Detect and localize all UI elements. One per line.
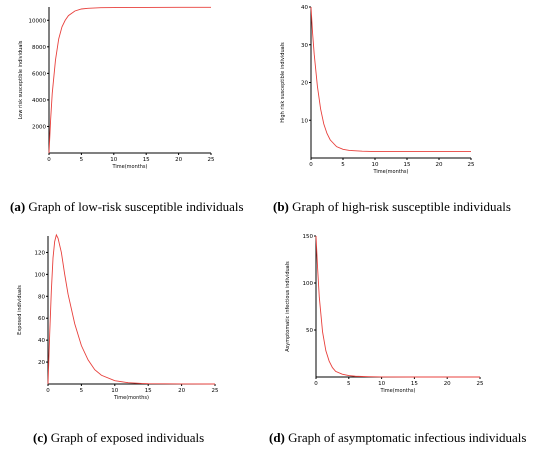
chart-c: 0 5 10 15 20 25 20 40 60 80 100 120 Time(months) Expo… — [17, 235, 219, 401]
chart-c-y-label: Exposed individuals — [17, 285, 23, 335]
chart-c-x-tick-label: 20 — [178, 388, 185, 394]
chart-d-y-tick-label: 150 — [303, 234, 314, 240]
chart-b-x-tick-label: 5 — [341, 162, 345, 168]
caption-b: (b) Graph of high-risk susceptible indiv… — [273, 199, 511, 215]
chart-d-x-tick-label: 5 — [347, 381, 351, 387]
chart-c-x-label: Time(months) — [113, 395, 149, 401]
chart-a-x-tick-label: 0 — [47, 157, 51, 163]
chart-c-x-tick-label: 25 — [212, 388, 219, 394]
caption-d-text: Graph of asymptomatic infectious individ… — [288, 430, 526, 445]
chart-b-y-tick-label: 10 — [301, 118, 308, 124]
caption-a-text: Graph of low-risk susceptible individual… — [28, 199, 243, 214]
chart-a-x-tick-label: 5 — [80, 157, 84, 163]
chart-d-y-tick-label: 50 — [306, 328, 313, 334]
chart-d-x-tick-label: 20 — [444, 381, 451, 387]
chart-c-x-tick-label: 10 — [111, 388, 118, 394]
chart-a-x-tick-label: 15 — [143, 157, 150, 163]
chart-b-y-tick-label: 30 — [301, 43, 308, 49]
chart-a-series-line — [49, 7, 211, 153]
chart-d: 0 5 10 15 20 25 50 100 150 Time(months) Asymptomat… — [285, 234, 484, 394]
caption-a-letter: (a) — [10, 199, 25, 214]
chart-c-y-tick-label: 60 — [38, 316, 45, 322]
chart-a-y-label: Low risk susceptible individuals — [18, 40, 24, 119]
chart-b-series-line — [311, 7, 471, 152]
caption-d-letter: (d) — [269, 430, 285, 445]
chart-b-x-tick-label: 15 — [404, 162, 411, 168]
chart-b-x-tick-label: 20 — [436, 162, 443, 168]
chart-b: 0 5 10 15 20 25 10 20 30 40 Time(months) High risk … — [280, 5, 475, 175]
chart-a-x-label: Time(months) — [112, 164, 148, 170]
chart-a-y-tick-label: 8000 — [32, 45, 46, 51]
chart-c-y-tick-label: 40 — [38, 338, 45, 344]
chart-a-x-tick-label: 20 — [175, 157, 182, 163]
chart-c-x-tick-label: 0 — [46, 388, 50, 394]
caption-b-text: Graph of high-risk susceptible individua… — [292, 199, 511, 214]
chart-a-y-tick-label: 4000 — [32, 98, 46, 104]
chart-d-x-label: Time(months) — [380, 388, 416, 394]
caption-d: (d) Graph of asymptomatic infectious ind… — [269, 430, 526, 446]
chart-d-x-tick-label: 15 — [411, 381, 418, 387]
chart-b-y-label: High risk susceptible individuals — [280, 42, 286, 123]
chart-c-x-tick-label: 5 — [80, 388, 84, 394]
chart-c-x-tick-label: 15 — [145, 388, 152, 394]
chart-a-y-tick-label: 10000 — [29, 18, 47, 24]
caption-c-text: Graph of exposed individuals — [51, 430, 204, 445]
chart-a-x-tick-label: 10 — [110, 157, 117, 163]
caption-c: (c) Graph of exposed individuals — [33, 430, 204, 446]
chart-d-x-tick-label: 0 — [314, 381, 318, 387]
chart-c-y-tick-label: 100 — [35, 272, 46, 278]
chart-c-y-tick-label: 20 — [38, 360, 45, 366]
chart-a-y-tick-label: 2000 — [32, 124, 46, 130]
chart-d-y-tick-label: 100 — [303, 281, 314, 287]
caption-c-letter: (c) — [33, 430, 47, 445]
chart-a-x-tick-label: 25 — [208, 157, 215, 163]
chart-b-x-tick-label: 25 — [468, 162, 475, 168]
chart-d-x-tick-label: 25 — [477, 381, 484, 387]
caption-b-letter: (b) — [273, 199, 289, 214]
chart-b-y-tick-label: 20 — [301, 81, 308, 87]
chart-b-y-tick-label: 40 — [301, 5, 308, 11]
chart-d-y-label: Asymptomatic infectious individuals — [285, 261, 291, 352]
chart-c-y-tick-label: 120 — [35, 250, 46, 256]
chart-b-x-tick-label: 10 — [372, 162, 379, 168]
caption-a: (a) Graph of low-risk susceptible indivi… — [10, 199, 244, 215]
chart-b-x-label: Time(months) — [373, 169, 409, 175]
chart-d-series-line — [316, 236, 480, 377]
chart-d-x-tick-label: 10 — [378, 381, 385, 387]
chart-c-series-line — [48, 235, 215, 384]
chart-a: 0 5 10 15 20 25 2000 4000 6000 8000 10000 Time(mont… — [18, 7, 215, 170]
chart-a-y-tick-label: 6000 — [32, 71, 46, 77]
chart-b-x-tick-label: 0 — [309, 162, 313, 168]
chart-c-y-tick-label: 80 — [38, 294, 45, 300]
